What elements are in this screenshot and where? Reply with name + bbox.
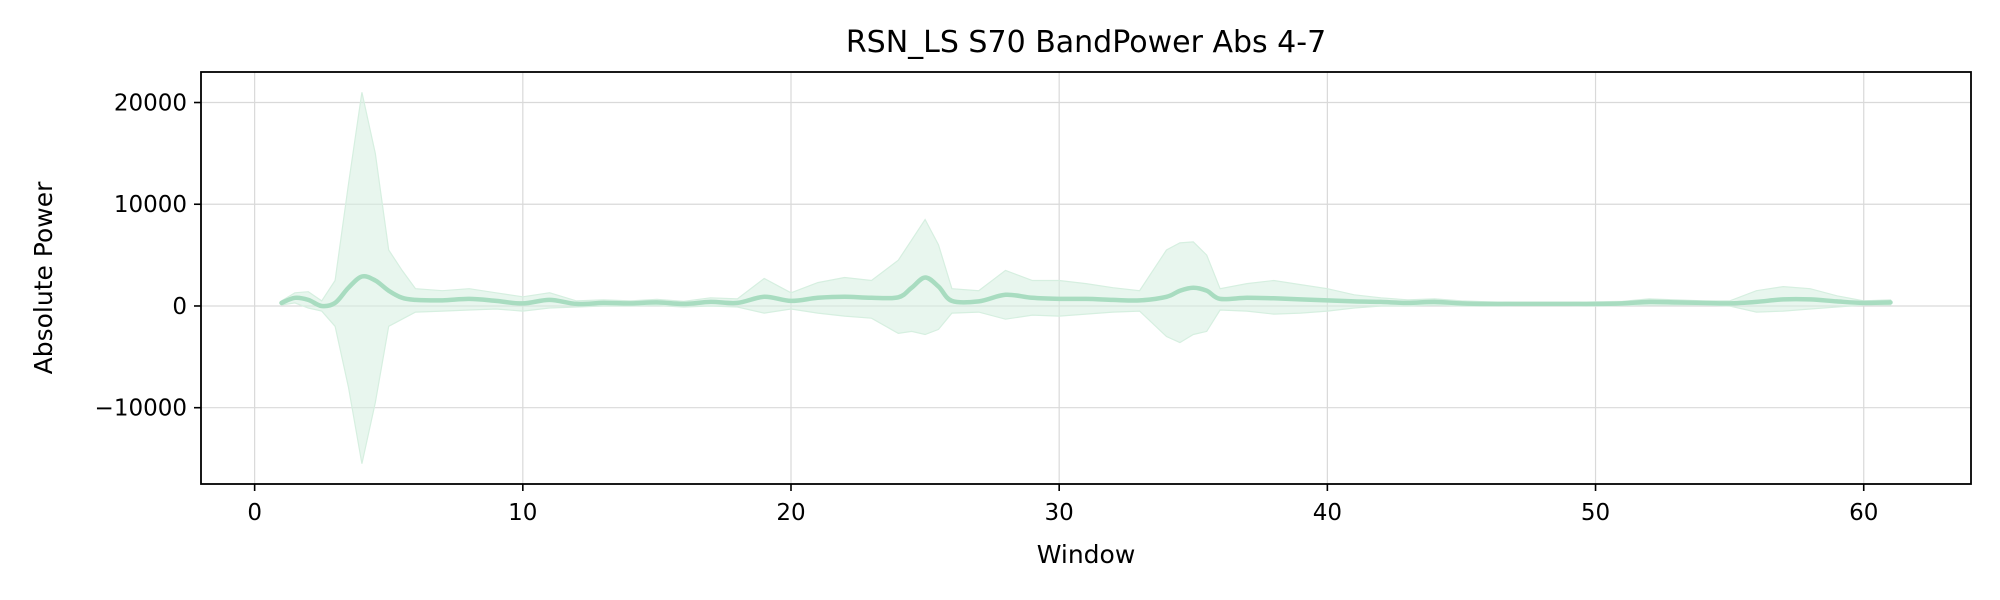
y-axis-ticks: −10000 0 10000 20000: [95, 91, 201, 422]
y-tick-label: −10000: [95, 396, 187, 422]
chart-title: RSN_LS S70 BandPower Abs 4-7: [846, 25, 1326, 60]
x-tick-label: 50: [1581, 500, 1610, 526]
grid-lines: [201, 72, 1971, 484]
x-axis-ticks: 0 10 20 30 40 50 60: [247, 484, 1878, 526]
band-area: [280, 92, 1892, 464]
y-tick-label: 10000: [114, 192, 187, 218]
mean-line-series: [279, 273, 1893, 309]
x-tick-label: 40: [1313, 500, 1342, 526]
y-tick-label: 20000: [114, 91, 187, 117]
x-axis-label: Window: [1037, 540, 1136, 569]
x-tick-label: 30: [1045, 500, 1074, 526]
plot-area-frame: [200, 71, 1972, 485]
x-tick-label: 10: [508, 500, 537, 526]
y-tick-label: 0: [172, 294, 187, 320]
x-tick-label: 60: [1849, 500, 1878, 526]
x-tick-label: 0: [247, 500, 262, 526]
y-axis-label: Absolute Power: [29, 181, 58, 375]
variability-band: [280, 92, 1892, 464]
x-tick-label: 20: [776, 500, 805, 526]
mean-line: [279, 273, 1893, 309]
